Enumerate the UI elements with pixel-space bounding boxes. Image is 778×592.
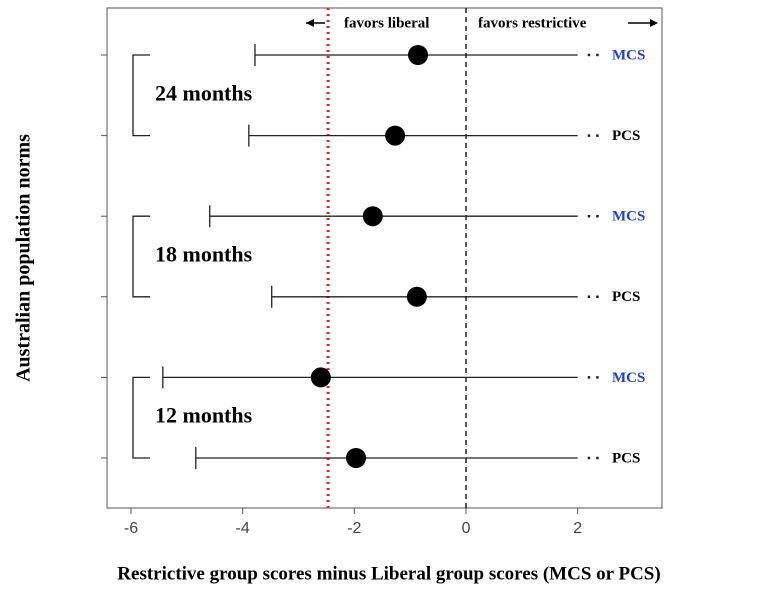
x-tick-label: -6 bbox=[124, 520, 138, 537]
group-label: 24 months bbox=[155, 80, 253, 105]
y-axis-label: Australian population norms bbox=[13, 134, 35, 382]
x-tick-label: -2 bbox=[347, 520, 361, 537]
point bbox=[385, 125, 406, 146]
row-label: PCS bbox=[612, 450, 640, 466]
point bbox=[310, 367, 331, 388]
bracket bbox=[132, 215, 150, 298]
point bbox=[408, 45, 429, 65]
row-label: MCS bbox=[612, 370, 645, 386]
x-tick-label: -4 bbox=[236, 520, 250, 537]
bracket bbox=[132, 376, 150, 459]
x-axis-label: Restrictive group scores minus Liberal g… bbox=[117, 563, 660, 584]
annotation: favors liberal bbox=[344, 15, 429, 31]
x-tick-label: 2 bbox=[573, 520, 582, 537]
x-tick-label: 0 bbox=[462, 520, 471, 537]
annotation: favors restrictive bbox=[478, 15, 587, 31]
group-label: 18 months bbox=[155, 242, 253, 267]
arrowhead bbox=[650, 19, 658, 27]
arrowhead bbox=[306, 19, 314, 27]
point bbox=[362, 206, 383, 227]
row-label: PCS bbox=[612, 128, 640, 144]
group-label: 12 months bbox=[155, 403, 253, 428]
row-label: MCS bbox=[612, 209, 645, 225]
row-label: PCS bbox=[612, 289, 640, 305]
row-label: MCS bbox=[612, 47, 645, 63]
bracket bbox=[132, 54, 150, 137]
point bbox=[406, 286, 427, 307]
point bbox=[346, 448, 367, 468]
plot-frame bbox=[106, 7, 663, 509]
